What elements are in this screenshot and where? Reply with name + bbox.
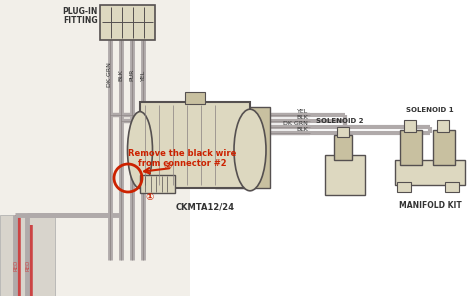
Bar	[437, 120, 449, 132]
Bar	[400, 130, 422, 165]
Text: from connector #2: from connector #2	[137, 159, 226, 168]
Text: PUR: PUR	[129, 69, 135, 81]
Bar	[190, 0, 474, 296]
Bar	[404, 120, 416, 132]
Ellipse shape	[128, 112, 153, 188]
Text: DK GRN: DK GRN	[108, 62, 112, 87]
Text: MANIFOLD KIT: MANIFOLD KIT	[399, 201, 461, 210]
Ellipse shape	[234, 109, 266, 191]
Text: RED: RED	[13, 259, 18, 271]
Text: SOLENOID 1: SOLENOID 1	[406, 107, 454, 113]
Text: CKMTA12/24: CKMTA12/24	[175, 202, 235, 211]
Text: YEL: YEL	[140, 69, 146, 81]
Text: BLK: BLK	[296, 127, 308, 132]
Text: BLK: BLK	[118, 69, 124, 81]
Bar	[337, 127, 349, 137]
Text: BLK: BLK	[296, 115, 308, 120]
Bar	[445, 182, 459, 192]
Bar	[397, 182, 411, 192]
Bar	[395, 160, 465, 185]
Text: Remove the black wire: Remove the black wire	[128, 149, 236, 158]
Text: DK GRN: DK GRN	[283, 121, 308, 126]
Bar	[325, 155, 365, 195]
Bar	[100, 5, 155, 40]
Bar	[140, 102, 250, 188]
Bar	[185, 92, 205, 104]
Text: PLUG-IN: PLUG-IN	[63, 7, 98, 15]
Bar	[140, 175, 175, 193]
Text: YEL: YEL	[297, 109, 308, 114]
Text: ②: ②	[164, 161, 172, 171]
Text: SOLENOID 2: SOLENOID 2	[316, 118, 364, 124]
Text: FITTING: FITTING	[64, 15, 98, 25]
Bar	[215, 107, 270, 188]
Bar	[0, 215, 55, 296]
Bar	[433, 130, 455, 165]
Text: RED: RED	[26, 259, 30, 271]
Text: ①: ①	[146, 192, 154, 202]
Bar	[334, 135, 352, 160]
